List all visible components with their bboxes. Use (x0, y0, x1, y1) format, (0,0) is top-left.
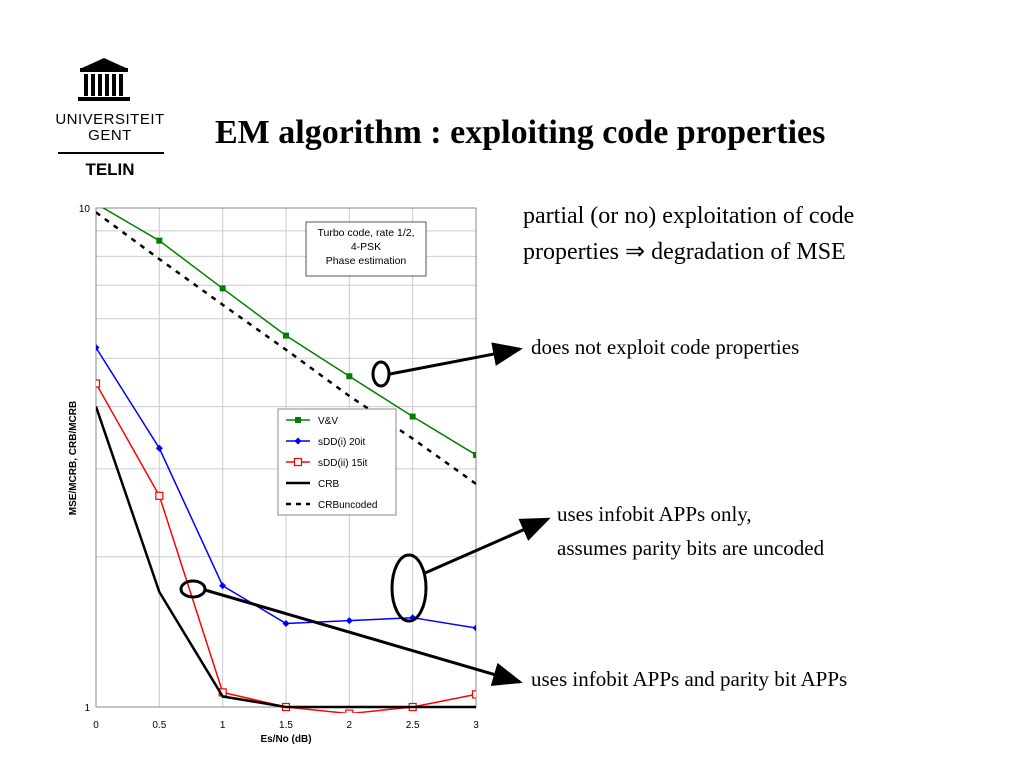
legend-marker-0 (295, 417, 301, 423)
annotation-infobit-parity: uses infobit APPs and parity bit APPs (531, 667, 848, 691)
x-tick-label-1: 0.5 (152, 720, 166, 731)
series-4 (96, 211, 476, 485)
info-box-line-2: 4-PSK (351, 241, 381, 253)
annotation-infobit-only-line2: assumes parity bits are uncoded (557, 536, 825, 560)
legend-label-2: sDD(ii) 15it (318, 458, 368, 469)
series-1-point-2 (219, 582, 227, 590)
chart-ticks: 0 0.5 1 1.5 2 2.5 3 1 10 (79, 204, 479, 731)
series-2-point-1 (155, 491, 164, 500)
series-0 (93, 201, 476, 458)
logo-department: TELIN (85, 160, 135, 179)
x-tick-label-6: 3 (473, 720, 479, 731)
series-1-point-4 (345, 617, 353, 625)
oval-sdd-i (390, 553, 428, 623)
legend-label-3: CRB (318, 479, 339, 490)
arrow-infobit-parity (204, 588, 523, 686)
annotation-no-code: does not exploit code properties (531, 335, 800, 359)
annotation-infobit-only-line1: uses infobit APPs only, (557, 502, 752, 526)
university-logo (78, 58, 130, 101)
info-box-line-3: Phase estimation (326, 255, 407, 267)
legend-label-4: CRBuncoded (318, 500, 377, 511)
legend-marker-1 (294, 437, 302, 445)
x-axis-label: Es/No (dB) (260, 734, 311, 745)
slide-bullet: partial (or no) exploitation of code pro… (523, 198, 854, 270)
bullet-line-2: properties ⇒ degradation of MSE (523, 239, 846, 265)
series-2-point-6 (471, 690, 476, 699)
series-1-point-6 (472, 624, 476, 632)
x-tick-label-3: 1.5 (279, 720, 293, 731)
bullet-line-1: partial (or no) exploitation of code (523, 203, 855, 229)
series-line-3 (96, 406, 476, 709)
legend-frame (277, 408, 397, 516)
series-1-point-3 (282, 620, 290, 628)
logo-university: UNIVERSITEIT (55, 111, 165, 128)
arrow-infobit-only (424, 517, 551, 575)
annotation-infobit-only: uses infobit APPs only, assumes parity b… (557, 497, 824, 565)
series-3 (96, 406, 476, 709)
oval-vv (371, 360, 391, 388)
legend-label-0: V&V (318, 416, 338, 427)
logo-city: GENT (88, 127, 132, 144)
series-2-point-4 (345, 709, 354, 713)
y-axis-label: MSE/MCRB, CRB/MCRB (68, 401, 79, 515)
series-0-point-3 (283, 332, 289, 339)
chart-info-box: Turbo code, rate 1/2, 4-PSK Phase estima… (305, 221, 427, 277)
chart-legend: V&V sDD(i) 20it sDD(ii) 15it CRB CRBuncoded (277, 408, 397, 516)
oval-sdd-ii (179, 579, 207, 599)
x-tick-label-2: 1 (220, 720, 226, 731)
series-2-point-0 (96, 379, 101, 388)
info-box-frame (305, 221, 427, 277)
series-0-point-6 (473, 451, 476, 458)
arrow-no-code (389, 342, 523, 376)
x-tick-label-0: 0 (93, 720, 99, 731)
chart-series (93, 201, 476, 713)
series-1-point-0 (96, 344, 100, 352)
x-tick-label-4: 2 (347, 720, 353, 731)
series-line-4 (96, 211, 476, 485)
series-0-point-2 (219, 285, 226, 292)
x-tick-label-5: 2.5 (406, 720, 420, 731)
y-tick-label-1: 10 (79, 204, 91, 215)
series-0-point-5 (409, 413, 416, 420)
legend-label-1: sDD(i) 20it (318, 437, 365, 448)
series-0-point-1 (156, 237, 163, 244)
info-box-line-1: Turbo code, rate 1/2, (317, 227, 414, 239)
y-tick-label-0: 1 (84, 703, 90, 714)
series-0-point-0 (93, 201, 99, 207)
slide-title: EM algorithm : exploiting code propertie… (215, 114, 826, 151)
series-1 (96, 344, 476, 632)
series-0-point-4 (346, 373, 353, 380)
series-1-point-1 (155, 444, 163, 452)
logo-divider (58, 152, 164, 154)
legend-marker-2 (293, 457, 303, 467)
